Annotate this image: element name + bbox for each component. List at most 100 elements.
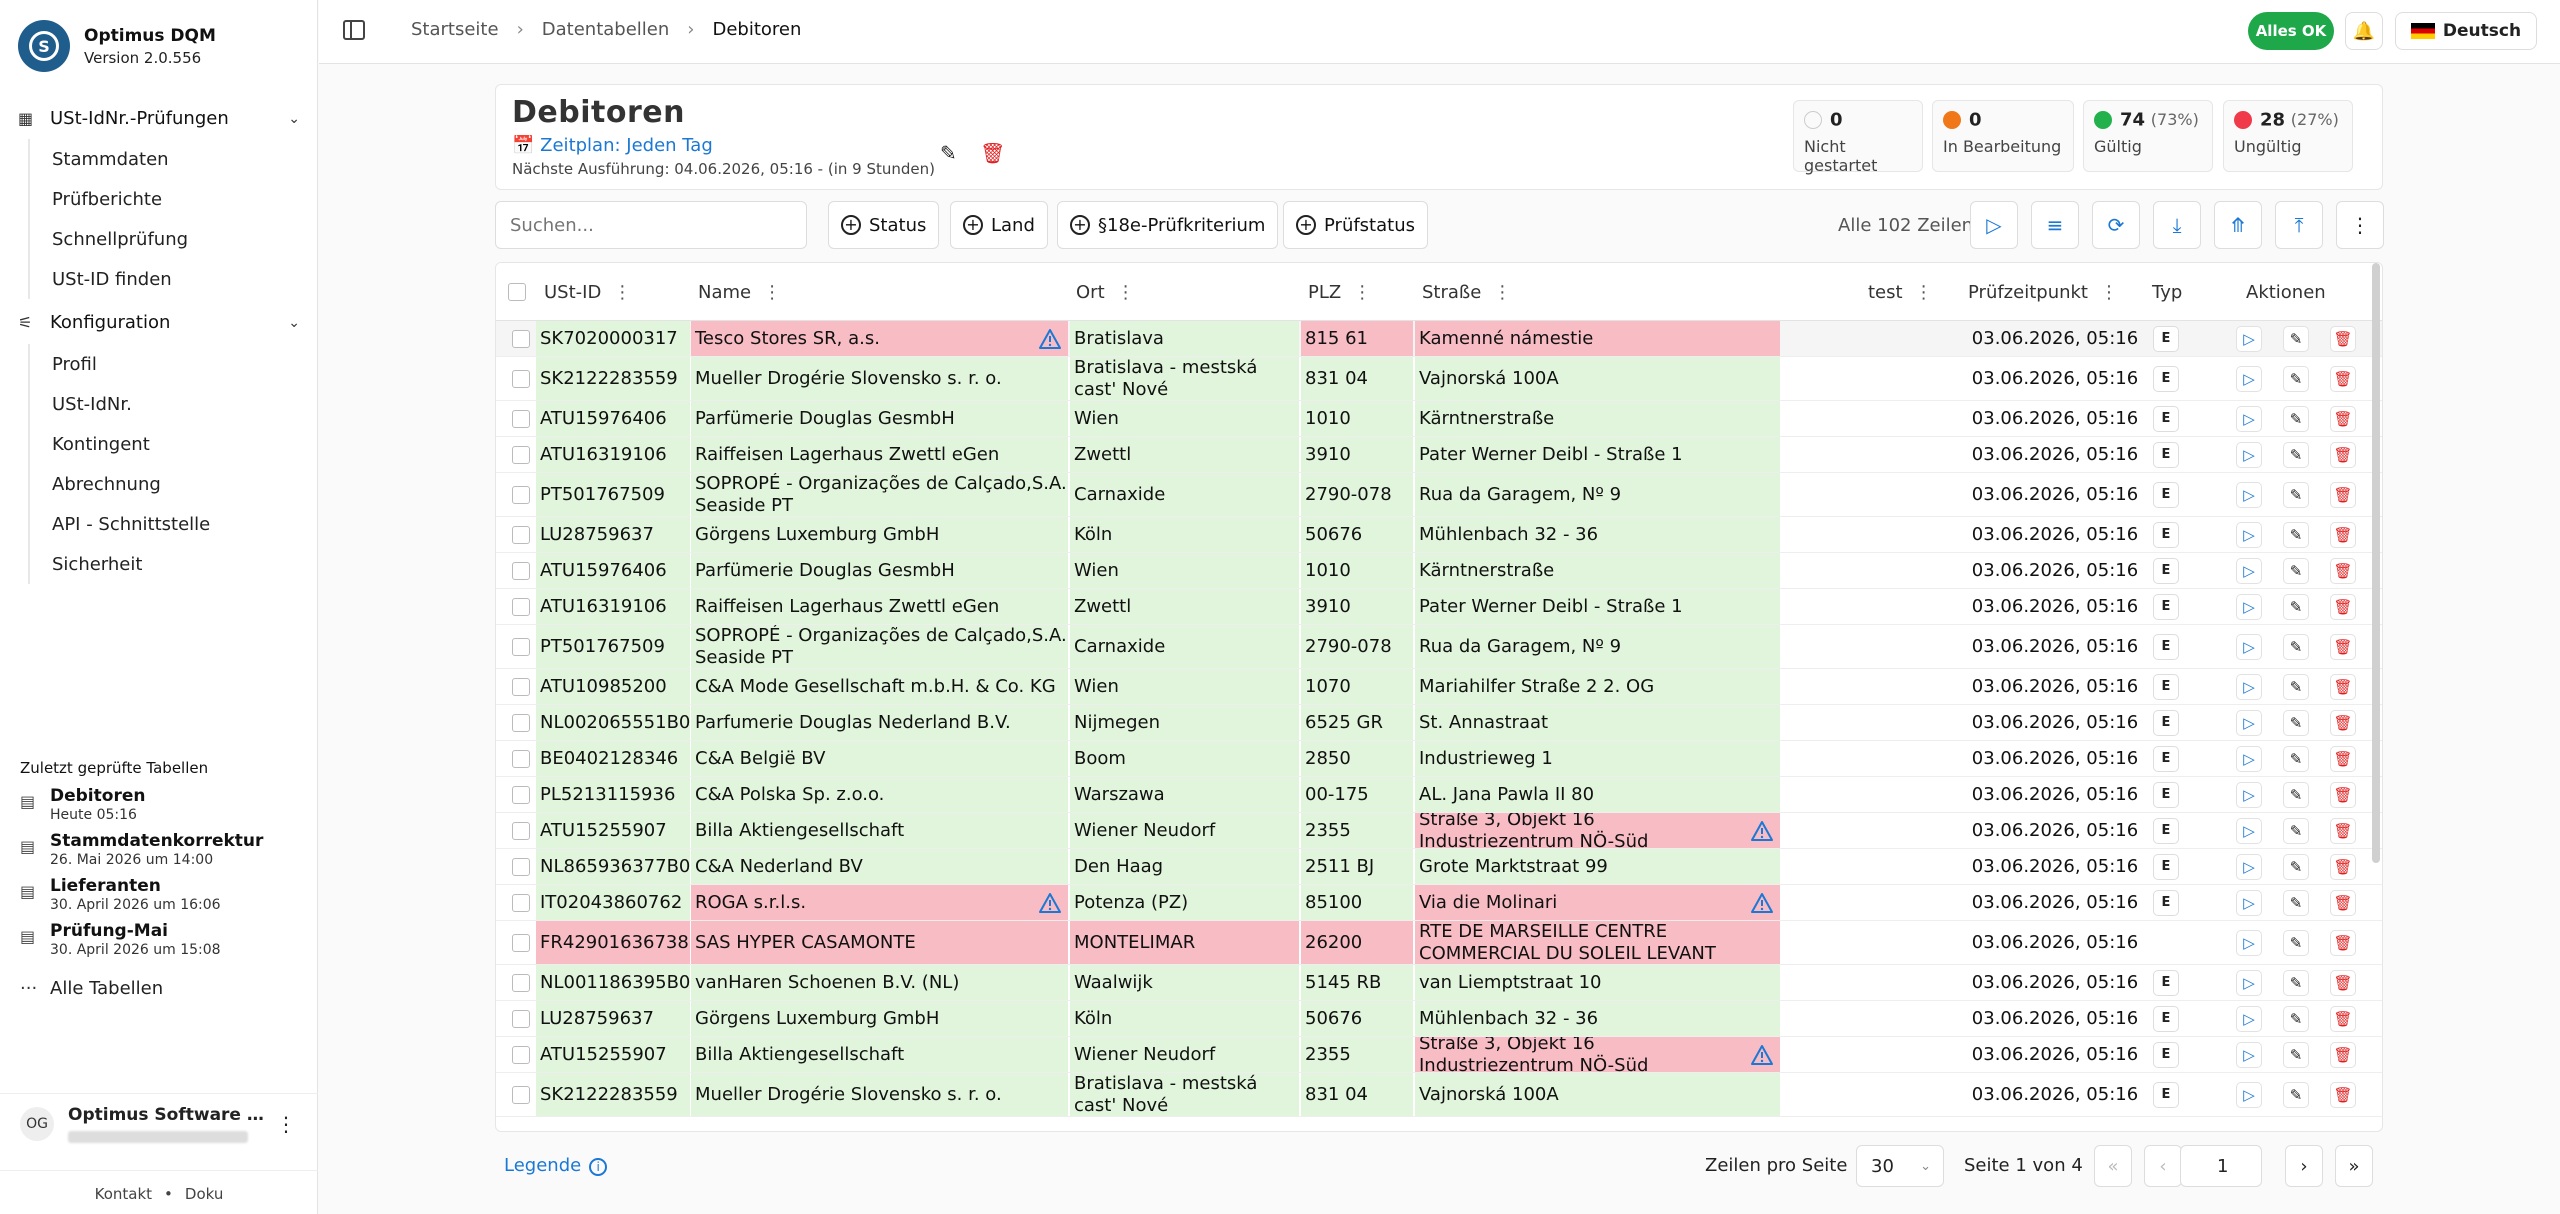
trash-icon[interactable]: 🗑 <box>2330 593 2356 620</box>
col-ort[interactable]: Ort ⋮ <box>1076 281 1135 303</box>
pencil-icon[interactable]: ✎ <box>2283 745 2309 772</box>
first-page-button[interactable]: « <box>2094 1145 2132 1187</box>
user-box[interactable]: OG Optimus Software G... ⋮ <box>0 1093 318 1153</box>
play-icon[interactable]: ▷ <box>2236 1041 2262 1068</box>
row-checkbox[interactable] <box>508 813 532 848</box>
row-checkbox[interactable] <box>508 473 532 516</box>
play-icon[interactable]: ▷ <box>2236 817 2262 844</box>
row-checkbox[interactable] <box>508 705 532 740</box>
recent-table-item[interactable]: ▤ Stammdatenkorrektur 26. Mai 2026 um 14:… <box>20 831 264 868</box>
col-strasse[interactable]: Straße ⋮ <box>1422 281 1512 303</box>
warning-icon[interactable] <box>1750 820 1774 842</box>
trash-icon[interactable]: 🗑 <box>2330 889 2356 916</box>
table-scrollbar[interactable] <box>2372 263 2380 863</box>
table-row[interactable]: ATU16319106 Raiffeisen Lagerhaus Zwettl e… <box>496 589 2382 625</box>
table-row[interactable]: SK2122283559 Mueller Drogérie Slovensko s… <box>496 1073 2382 1117</box>
row-checkbox[interactable] <box>508 437 532 472</box>
recent-table-item[interactable]: ▤ Prüfung-Mai 30. April 2026 um 15:08 <box>20 921 221 958</box>
column-menu-icon[interactable]: ⋮ <box>1493 281 1512 303</box>
play-icon[interactable]: ▷ <box>2236 889 2262 916</box>
trash-icon[interactable]: 🗑 <box>2330 405 2356 432</box>
play-icon[interactable]: ▷ <box>2236 1081 2262 1108</box>
row-checkbox[interactable] <box>508 1001 532 1036</box>
pencil-icon[interactable]: ✎ <box>2283 405 2309 432</box>
pencil-icon[interactable]: ✎ <box>2283 1041 2309 1068</box>
row-checkbox[interactable] <box>508 401 532 436</box>
play-icon[interactable]: ▷ <box>2236 557 2262 584</box>
table-row[interactable]: NL001186395B01 vanHaren Schoenen B.V. (NL… <box>496 965 2382 1001</box>
col-name[interactable]: Name ⋮ <box>698 281 782 303</box>
app-brand[interactable]: S Optimus DQM Version 2.0.556 <box>18 20 216 72</box>
trash-icon[interactable]: 🗑 <box>2330 441 2356 468</box>
trash-icon[interactable]: 🗑 <box>2330 673 2356 700</box>
table-row[interactable]: NL865936377B01 C&A Nederland BV Den Haag 25… <box>496 849 2382 885</box>
filter-land-button[interactable]: + Land <box>950 201 1048 249</box>
table-row[interactable]: ATU15255907 Billa Aktiengesellschaft Wiene… <box>496 1037 2382 1073</box>
sidebar-item-profil[interactable]: Profil <box>52 353 97 375</box>
download-icon[interactable]: ⤓ <box>2153 201 2201 249</box>
row-checkbox[interactable] <box>508 921 532 964</box>
play-icon[interactable]: ▷ <box>2236 365 2262 392</box>
play-icon[interactable]: ▷ <box>2236 441 2262 468</box>
row-checkbox[interactable] <box>508 777 532 812</box>
row-checkbox[interactable] <box>508 589 532 624</box>
trash-icon[interactable]: 🗑 <box>2330 1041 2356 1068</box>
trash-icon[interactable]: 🗑 <box>2330 325 2356 352</box>
column-menu-icon[interactable]: ⋮ <box>613 281 632 303</box>
rows-per-page-select[interactable]: 30 ⌄ <box>1856 1145 1944 1187</box>
filter-18e-button[interactable]: + §18e-Prüfkriterium <box>1057 201 1279 249</box>
docs-link[interactable]: Doku <box>184 1185 224 1203</box>
table-row[interactable]: SK7020000317 Tesco Stores SR, a.s. Bratisl… <box>496 321 2382 357</box>
play-icon[interactable]: ▷ <box>2236 853 2262 880</box>
warning-icon[interactable] <box>1750 892 1774 914</box>
trash-icon[interactable]: 🗑 <box>2330 969 2356 996</box>
pencil-icon[interactable]: ✎ <box>2283 521 2309 548</box>
table-row[interactable]: LU28759637 Görgens Luxemburg GmbH Köln 5067… <box>496 1001 2382 1037</box>
refresh-icon[interactable]: ⟳ <box>2092 201 2140 249</box>
language-select[interactable]: Deutsch <box>2395 12 2537 50</box>
stat-invalid[interactable]: 28 (27%) Ungültig <box>2223 100 2353 172</box>
more-vertical-icon[interactable]: ⋮ <box>276 1111 296 1136</box>
table-row[interactable]: PT501767509 SOPROPÉ - Organizações de Cal… <box>496 625 2382 669</box>
table-row[interactable]: BE0402128346 C&A België BV Boom 2850 Industr… <box>496 741 2382 777</box>
pencil-icon[interactable]: ✎ <box>940 141 957 165</box>
stat-not-started[interactable]: 0 Nicht gestartet <box>1793 100 1923 175</box>
pencil-icon[interactable]: ✎ <box>2283 441 2309 468</box>
page-input[interactable]: 1 <box>2180 1145 2262 1187</box>
table-row[interactable]: IT02043860762 ROGA s.r.l.s. Potenza (PZ) 85… <box>496 885 2382 921</box>
col-ust-id[interactable]: USt-ID ⋮ <box>544 281 632 303</box>
column-menu-icon[interactable]: ⋮ <box>1914 281 1933 303</box>
play-icon[interactable]: ▷ <box>2236 745 2262 772</box>
pencil-icon[interactable]: ✎ <box>2283 929 2309 956</box>
next-page-button[interactable]: › <box>2285 1145 2323 1187</box>
trash-icon[interactable]: 🗑 <box>2330 481 2356 508</box>
pencil-icon[interactable]: ✎ <box>2283 781 2309 808</box>
row-checkbox[interactable] <box>508 669 532 704</box>
schedule-link[interactable]: 📅 Zeitplan: Jeden Tag <box>512 135 713 156</box>
play-icon[interactable]: ▷ <box>2236 325 2262 352</box>
breadcrumb-datentabellen[interactable]: Datentabellen <box>541 19 670 40</box>
sidebar-item-ust-id-finden[interactable]: USt-ID finden <box>52 268 172 290</box>
nav-group-ust-pruefungen[interactable]: ▦ USt-IdNr.-Prüfungen ⌄ <box>18 108 300 129</box>
sidebar-item-abrechnung[interactable]: Abrechnung <box>52 473 161 495</box>
column-menu-icon[interactable]: ⋮ <box>763 281 782 303</box>
sidebar-item-kontingent[interactable]: Kontingent <box>52 433 150 455</box>
pencil-icon[interactable]: ✎ <box>2283 853 2309 880</box>
sidebar-item-stammdaten[interactable]: Stammdaten <box>52 148 169 170</box>
column-menu-icon[interactable]: ⋮ <box>1353 281 1372 303</box>
pencil-icon[interactable]: ✎ <box>2283 557 2309 584</box>
play-icon[interactable]: ▷ <box>2236 633 2262 660</box>
prev-page-button[interactable]: ‹ <box>2144 1145 2182 1187</box>
row-checkbox[interactable] <box>508 1073 532 1116</box>
row-checkbox[interactable] <box>508 553 532 588</box>
row-checkbox[interactable] <box>508 1037 532 1072</box>
last-page-button[interactable]: » <box>2335 1145 2373 1187</box>
warning-icon[interactable] <box>1750 1044 1774 1066</box>
trash-icon[interactable]: 🗑 <box>2330 1005 2356 1032</box>
pencil-icon[interactable]: ✎ <box>2283 1081 2309 1108</box>
col-pruefzeitpunkt[interactable]: Prüfzeitpunkt ⋮ <box>1968 281 2118 303</box>
trash-icon[interactable]: 🗑 <box>2330 929 2356 956</box>
legend-link[interactable]: Legende i <box>504 1155 608 1176</box>
table-row[interactable]: ATU10985200 C&A Mode Gesellschaft m.b.H. … <box>496 669 2382 705</box>
contact-link[interactable]: Kontakt <box>94 1185 153 1203</box>
